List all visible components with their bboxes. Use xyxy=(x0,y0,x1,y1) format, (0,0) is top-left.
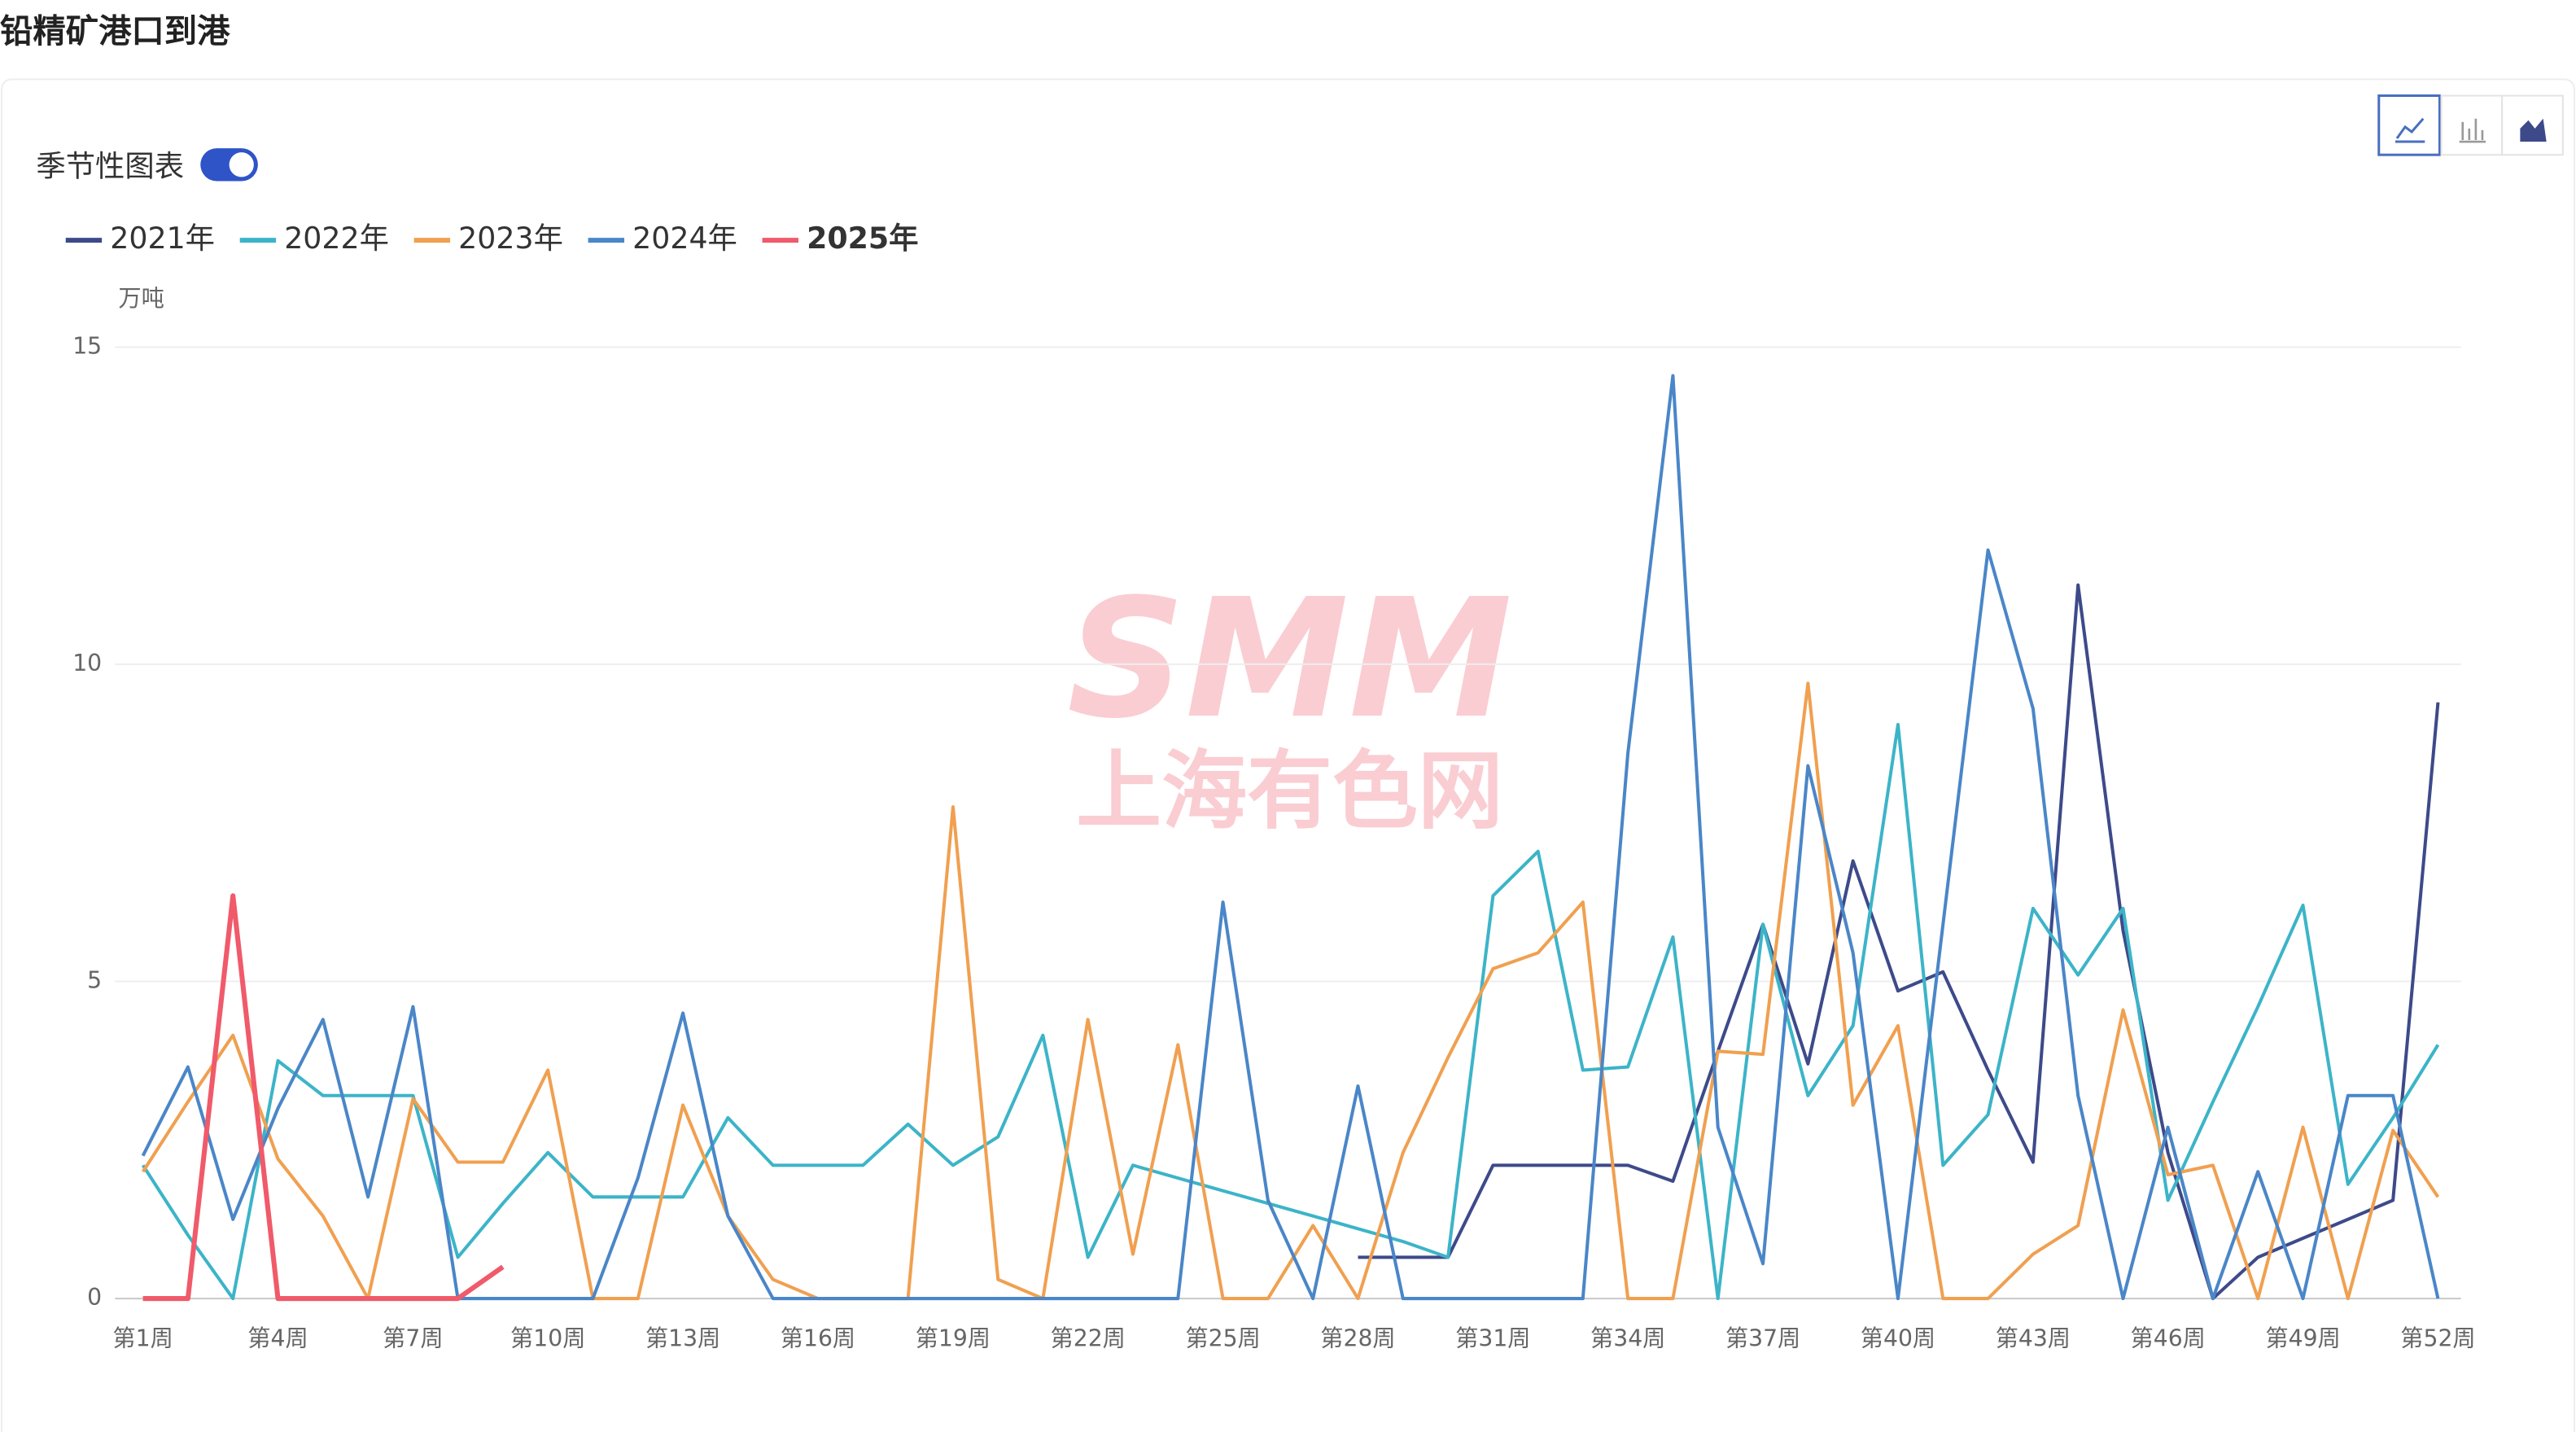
legend-label: 2022年 xyxy=(284,221,389,256)
y-axis-label: 万吨 xyxy=(118,285,164,312)
x-tick-label: 第1周 xyxy=(112,1325,173,1352)
x-tick-label: 第19周 xyxy=(916,1325,991,1352)
chart-type-buttons xyxy=(2377,94,2564,156)
watermark-text: 上海有色网 xyxy=(1076,742,1503,841)
x-tick-label: 第22周 xyxy=(1050,1325,1125,1352)
legend-label: 2023年 xyxy=(458,221,563,256)
x-tick-label: 第52周 xyxy=(2400,1325,2475,1352)
x-tick-label: 第37周 xyxy=(1725,1325,1800,1352)
x-tick-label: 第4周 xyxy=(247,1325,308,1352)
x-tick-label: 第16周 xyxy=(781,1325,855,1352)
legend-item[interactable]: 2023年 xyxy=(413,221,563,256)
toggle-knob xyxy=(229,152,254,177)
line-chart-button[interactable] xyxy=(2377,94,2441,156)
legend-item[interactable]: 2025年 xyxy=(762,221,919,256)
x-tick-label: 第49周 xyxy=(2265,1325,2340,1352)
bar-chart-button[interactable] xyxy=(2440,94,2504,156)
x-tick-label: 第13周 xyxy=(645,1325,720,1352)
toggle-label: 季节性图表 xyxy=(36,148,184,183)
y-tick-label: 15 xyxy=(72,332,102,359)
watermark-logo: SMM xyxy=(1067,563,1512,755)
series-line xyxy=(141,374,2440,1301)
y-tick-label: 10 xyxy=(72,650,102,677)
series-line xyxy=(1358,583,2440,1301)
legend-item[interactable]: 2021年 xyxy=(65,221,215,256)
y-tick-label: 0 xyxy=(87,1284,102,1311)
x-tick-label: 第40周 xyxy=(1861,1325,1935,1352)
legend-item[interactable]: 2024年 xyxy=(588,221,737,256)
x-tick-label: 第10周 xyxy=(510,1325,585,1352)
series-line xyxy=(141,681,2440,1301)
x-tick-label: 第43周 xyxy=(1996,1325,2071,1352)
legend-item[interactable]: 2022年 xyxy=(239,221,389,256)
watermark: SMM 上海有色网 xyxy=(1067,563,1512,841)
x-tick-label: 第28周 xyxy=(1320,1325,1395,1352)
area-chart-button[interactable] xyxy=(2501,94,2564,156)
y-tick-label: 5 xyxy=(87,966,102,993)
legend-label: 2025年 xyxy=(807,221,918,256)
line-icon xyxy=(2394,117,2425,143)
series-line xyxy=(141,722,2440,1301)
page-title: 铅精矿港口到港 xyxy=(0,12,230,50)
bar-icon xyxy=(2459,118,2486,143)
x-tick-label: 第25周 xyxy=(1185,1325,1260,1352)
legend-label: 2021年 xyxy=(110,221,215,256)
legend-label: 2024年 xyxy=(632,221,737,256)
x-tick-label: 第31周 xyxy=(1455,1325,1530,1352)
x-tick-label: 第34周 xyxy=(1590,1325,1665,1352)
area-icon xyxy=(2520,118,2547,142)
x-tick-label: 第7周 xyxy=(383,1325,443,1352)
x-tick-label: 第46周 xyxy=(2130,1325,2205,1352)
series-line xyxy=(142,893,505,1302)
panel xyxy=(1,78,2575,1432)
